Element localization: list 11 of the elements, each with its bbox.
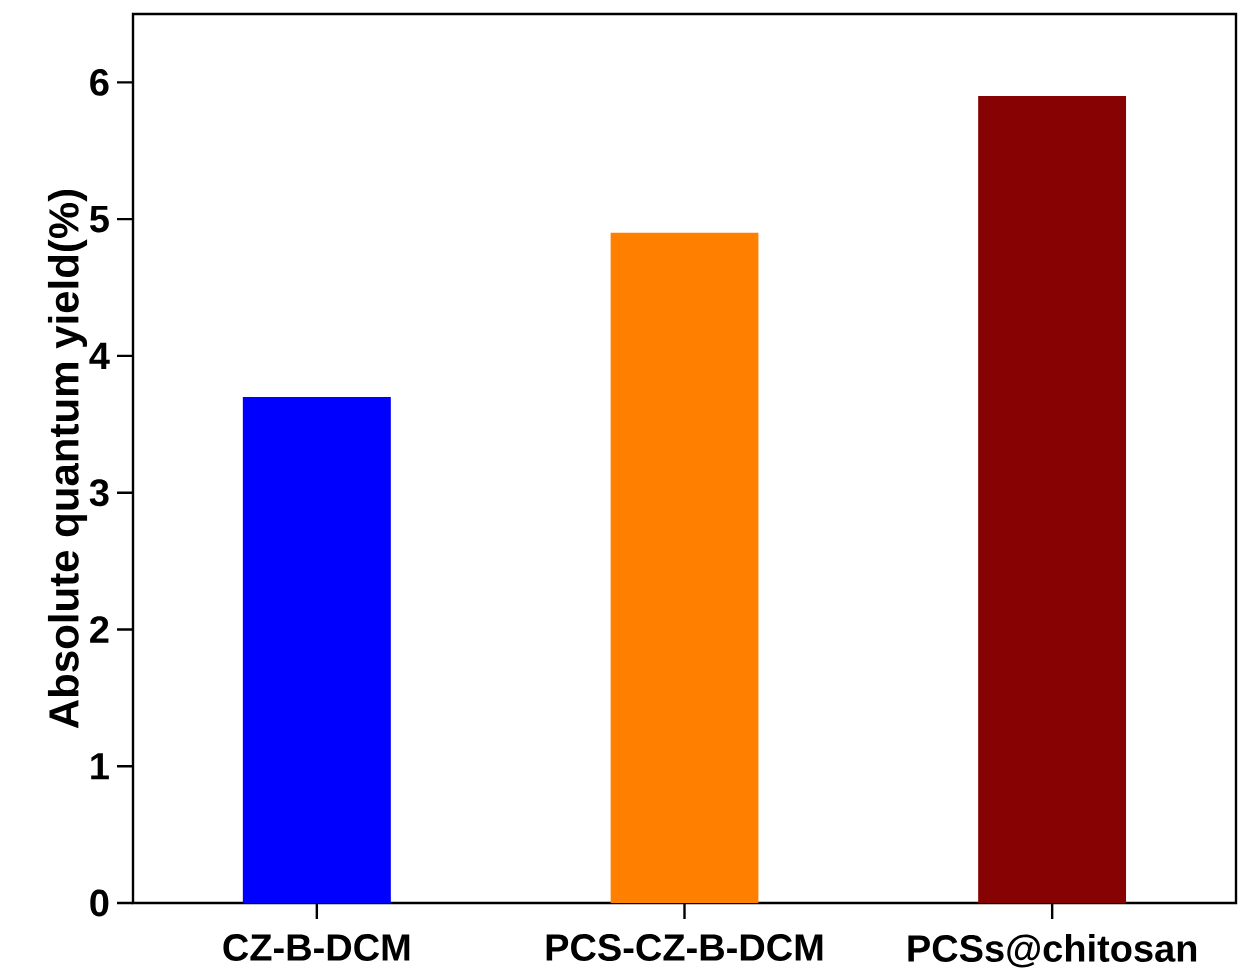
y-tick-label: 4 (89, 342, 110, 369)
y-tick-label: 0 (90, 889, 109, 917)
x-tick-label: CZ-B-DCM (223, 934, 410, 961)
y-tick-label: 5 (89, 205, 109, 233)
x-tick-label: PCSs@chitosan (908, 934, 1197, 968)
y-tick-label: 3 (89, 479, 109, 507)
x-tick-label: PCS-CZ-B-DCM (546, 934, 823, 961)
y-axis-title: Absolute quantum yield(%) (47, 189, 88, 729)
y-tick-label: 2 (90, 616, 109, 643)
y-tick-label: 6 (90, 68, 109, 96)
y-tick-label: 1 (91, 753, 109, 780)
